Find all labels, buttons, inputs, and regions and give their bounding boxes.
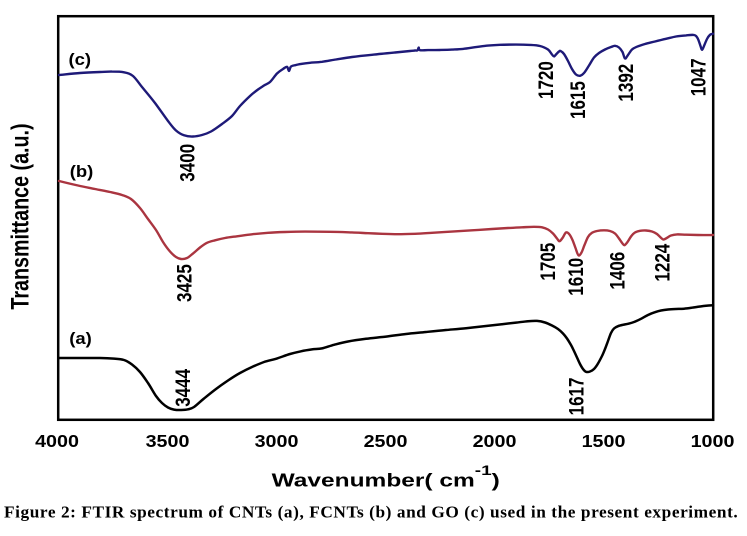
svg-text:3444: 3444 [172,369,195,407]
svg-text:3400: 3400 [177,144,200,182]
svg-text:2500: 2500 [364,431,408,450]
svg-text:3425: 3425 [174,264,197,302]
svg-text:1705: 1705 [537,242,560,280]
svg-text:1224: 1224 [652,243,675,281]
svg-text:(b): (b) [70,162,94,181]
svg-text:1500: 1500 [582,431,626,450]
svg-text:(a): (a) [69,329,92,348]
svg-text:1617: 1617 [566,378,589,416]
svg-text:4000: 4000 [35,431,79,450]
svg-text:1047: 1047 [688,58,711,96]
svg-text:1392: 1392 [615,64,638,102]
svg-text:3000: 3000 [255,431,299,450]
svg-text:Transmittance (a.u.): Transmittance (a.u.) [6,123,34,309]
svg-text:1610: 1610 [566,258,589,296]
svg-text:1000: 1000 [691,431,735,450]
svg-text:1406: 1406 [607,251,630,289]
svg-text:2000: 2000 [473,431,517,450]
svg-text:1615: 1615 [567,81,590,119]
svg-text:(c): (c) [69,50,92,69]
svg-text:3500: 3500 [146,431,190,450]
svg-text:1720: 1720 [535,61,558,99]
svg-text:Figure 2: FTIR spectrum of CNT: Figure 2: FTIR spectrum of CNTs (a), FCN… [4,502,738,521]
